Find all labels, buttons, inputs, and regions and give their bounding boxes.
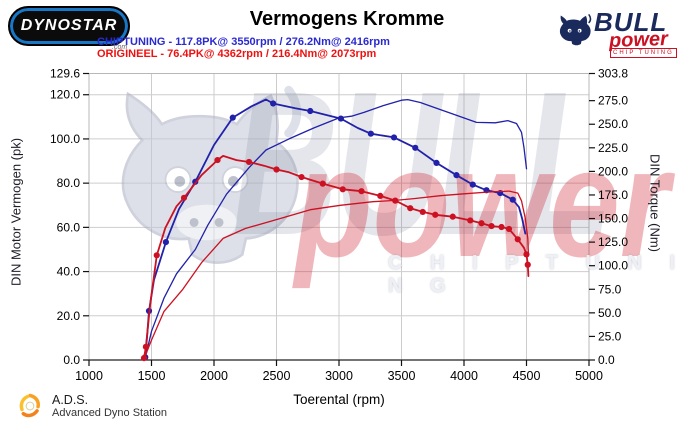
marker-origineel-torque-nm bbox=[319, 180, 326, 187]
marker-origineel-torque-nm bbox=[245, 158, 253, 166]
bullpower-logo: BULL power CHIP TUNING bbox=[552, 5, 692, 58]
tick-label: 20.0 bbox=[57, 309, 81, 323]
marker-origineel-torque-nm bbox=[339, 186, 346, 193]
ads-logo: A.D.S. Advanced Dyno Station bbox=[16, 392, 167, 420]
dynostar-logo-text: DYNOSTAR bbox=[20, 17, 118, 34]
legend-origineel: ORIGINEEL - 76.4PK@ 4362rpm / 216.4Nm@ 2… bbox=[97, 47, 377, 60]
marker-chiptuning-torque-nm bbox=[433, 159, 440, 167]
ads-swirl-icon bbox=[19, 393, 41, 418]
marker-origineel-torque-nm bbox=[214, 156, 221, 164]
marker-origineel-torque-nm bbox=[478, 220, 485, 227]
marker-chiptuning-torque-nm bbox=[307, 107, 314, 115]
ads-abbr: A.D.S. bbox=[52, 392, 89, 407]
marker-origineel-torque-nm bbox=[298, 173, 305, 181]
marker-origineel-torque-nm bbox=[358, 188, 365, 195]
tick-label: 60.0 bbox=[57, 220, 81, 234]
marker-origineel-torque-nm bbox=[273, 166, 280, 173]
ads-name: Advanced Dyno Station bbox=[52, 406, 167, 419]
marker-chiptuning-torque-nm bbox=[453, 172, 460, 179]
marker-origineel-torque-nm bbox=[449, 213, 456, 220]
marker-origineel-torque-nm bbox=[467, 217, 474, 224]
tick-label: 250.0 bbox=[598, 117, 628, 131]
tick-label: 3000 bbox=[325, 369, 353, 383]
curve-chiptuning-torque-nm bbox=[144, 98, 527, 359]
marker-chiptuning-torque-nm bbox=[367, 130, 374, 137]
tick-label: 2500 bbox=[263, 369, 291, 383]
dynostar-com-text: .com bbox=[112, 44, 128, 51]
tick-label: 80.0 bbox=[57, 176, 81, 190]
tick-label: 1000 bbox=[75, 369, 103, 383]
tick-label: 150.0 bbox=[598, 212, 628, 226]
marker-chiptuning-torque-nm bbox=[412, 144, 419, 151]
curve-origineel-power-pk bbox=[143, 190, 530, 360]
tick-label: 0.0 bbox=[63, 353, 80, 367]
marker-origineel-torque-nm bbox=[180, 194, 188, 201]
tick-label: 129.6 bbox=[50, 67, 80, 81]
marker-origineel-torque-nm bbox=[488, 222, 495, 230]
tick-label: 275.0 bbox=[598, 94, 628, 108]
bullpower-logo-bull-text: BULL bbox=[594, 7, 668, 37]
x-axis-title: Toerental (rpm) bbox=[293, 392, 385, 407]
tick-label: 0.0 bbox=[598, 353, 615, 367]
marker-origineel-torque-nm bbox=[407, 205, 414, 212]
tick-label: 5000 bbox=[575, 369, 603, 383]
marker-chiptuning-torque-nm bbox=[270, 100, 277, 107]
tick-label: 4000 bbox=[450, 369, 478, 383]
tick-label: 200.0 bbox=[598, 164, 628, 178]
legend-chiptuning: CHIPTUNING - 117.8PK@ 3550rpm / 276.2Nm@… bbox=[97, 36, 390, 48]
page-title: Vermogens Kromme bbox=[249, 8, 445, 30]
marker-origineel-torque-nm bbox=[524, 261, 531, 268]
marker-origineel-torque-nm bbox=[153, 252, 160, 259]
y-axis-left-title: DIN Motor Vermogen (pk) bbox=[8, 137, 24, 287]
tick-label: 175.0 bbox=[598, 188, 628, 202]
tick-label: 50.0 bbox=[598, 306, 622, 320]
tick-label: 4500 bbox=[513, 369, 541, 383]
tick-label: 100.0 bbox=[598, 259, 628, 273]
y-axis-right-title: DIN Torque (Nm) bbox=[647, 153, 663, 253]
bull-icon bbox=[559, 14, 592, 46]
tick-label: 3500 bbox=[388, 369, 416, 383]
chart-legend: CHIPTUNING - 117.8PK@ 3550rpm / 276.2Nm@… bbox=[97, 36, 390, 60]
curve-chiptuning-power-pk bbox=[144, 98, 528, 359]
marker-origineel-torque-nm bbox=[419, 208, 426, 216]
tick-label: 40.0 bbox=[57, 265, 81, 279]
marker-chiptuning-torque-nm bbox=[469, 181, 476, 188]
tick-label: 303.8 bbox=[598, 67, 628, 81]
marker-origineel-torque-nm bbox=[505, 225, 513, 233]
marker-chiptuning-torque-nm bbox=[509, 196, 516, 203]
marker-origineel-torque-nm bbox=[377, 192, 384, 200]
bullpower-logo-chip-text: CHIP TUNING bbox=[610, 48, 677, 58]
dynostar-logo: DYNOSTAR bbox=[8, 6, 130, 46]
marker-chiptuning-torque-nm bbox=[390, 134, 398, 141]
marker-chiptuning-torque-nm bbox=[162, 239, 169, 246]
marker-chiptuning-torque-nm bbox=[229, 114, 236, 121]
tick-label: 125.0 bbox=[598, 235, 628, 249]
marker-origineel-torque-nm bbox=[142, 343, 149, 350]
tick-label: 2000 bbox=[200, 369, 228, 383]
marker-origineel-torque-nm bbox=[514, 236, 521, 243]
tick-label: 120.0 bbox=[50, 88, 80, 102]
marker-origineel-torque-nm bbox=[498, 223, 505, 231]
tick-label: 75.0 bbox=[598, 282, 622, 296]
tick-label: 1500 bbox=[138, 369, 166, 383]
marker-origineel-torque-nm bbox=[432, 211, 439, 218]
tick-label: 25.0 bbox=[598, 329, 622, 343]
tick-label: 100.0 bbox=[50, 132, 80, 146]
tick-label: 225.0 bbox=[598, 141, 628, 155]
